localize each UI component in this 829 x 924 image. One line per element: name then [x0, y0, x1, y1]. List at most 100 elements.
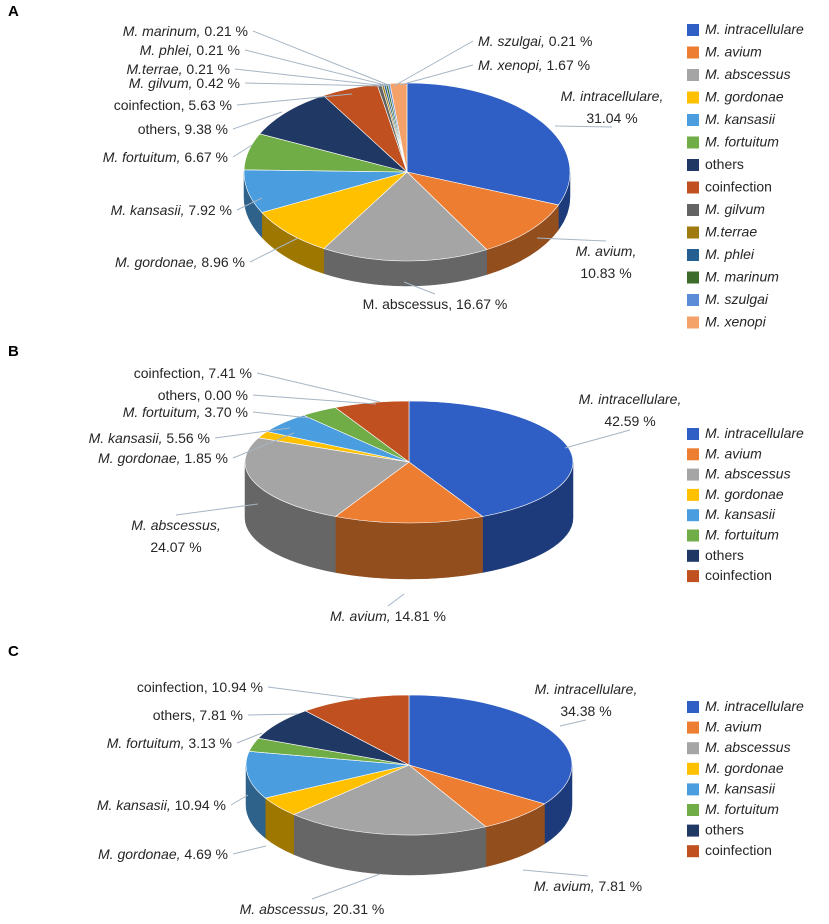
legend-swatch-coinfection [687, 845, 699, 858]
leader-line [236, 732, 263, 744]
data-labels: M. intracellulare, 31.04 % M. avium, 10.83 … [103, 23, 664, 312]
data-label-m-fortuitum: M. fortuitum, 3.13 % [107, 735, 232, 751]
data-label-m-abscessus: M. abscessus, [131, 517, 220, 533]
leader-line [230, 794, 249, 806]
legend-label-m-intracellulare: M. intracellulare [705, 425, 804, 441]
data-label-m-intracellulare: 34.38 % [560, 703, 611, 719]
leader-line [559, 719, 587, 727]
pie-slice-m-intracellulare [408, 400, 574, 517]
data-label-m-phlei: M. phlei, 0.21 % [140, 42, 240, 58]
legend-swatch-m-abscessus [687, 742, 699, 755]
leader-line [247, 713, 299, 716]
leader-line [522, 869, 589, 877]
legend: M. intracellulare M. avium M. abscessus M. … [687, 425, 804, 583]
legend-swatch-m-avium [687, 448, 699, 461]
leader-line [387, 593, 405, 607]
data-label-coinfection: coinfection, 5.63 % [114, 97, 232, 113]
chart-panel-c: C M. intracellulare, 34.38 % M. avium, 7.81… [8, 643, 804, 917]
data-label-m-abscessus: M. abscessus, 16.67 % [363, 296, 508, 312]
data-label-coinfection: coinfection, 7.41 % [134, 365, 252, 381]
leader-line [232, 111, 283, 130]
data-label-m-abscessus: M. abscessus, 20.31 % [240, 901, 385, 917]
data-label-m-intracellulare: 42.59 % [604, 413, 655, 429]
pie-top-group [245, 694, 573, 836]
panel-letter: B [8, 343, 19, 360]
data-label-m-kansasii: M. kansasii, 5.56 % [89, 430, 210, 446]
leader-line [536, 237, 607, 242]
legend-label-m-abscessus: M. abscessus [705, 466, 791, 482]
data-label-m-abscessus: 24.07 % [150, 539, 201, 555]
pie-slice-m-gordonae [261, 171, 408, 249]
legend-label-coinfection: coinfection [705, 567, 772, 583]
chart-panel-a: A M. intracellulare, 31.04 % M. avium, 10.83… [8, 3, 804, 330]
leader-line [311, 873, 381, 900]
legend-label-m-gordonae: M. gordonae [705, 486, 784, 502]
legend-swatch-m-fortuitum [687, 804, 699, 816]
data-label-others: others, 0.00 % [158, 387, 248, 403]
legend: M. intracellulare M. avium M. abscessus M. … [687, 698, 804, 858]
leader-line [232, 144, 253, 158]
leader-line [234, 68, 388, 87]
legend-swatch-m-gordonae [687, 488, 699, 501]
legend-swatch-m-kansasii [687, 509, 699, 522]
leader-line [256, 372, 381, 403]
legend-label-m-avium: M. avium [705, 44, 762, 60]
data-label-m-szulgai: M. szulgai, 0.21 % [478, 33, 592, 49]
data-label-m-intracellulare: M. intracellulare, [535, 681, 638, 697]
leader-line [267, 686, 361, 700]
pie-slice-m-kansasii [245, 751, 410, 799]
legend-swatch-others [687, 159, 699, 171]
pie-slice-m-abscessus [323, 171, 488, 262]
leader-line [236, 197, 263, 211]
data-label-m-kansasii: M. kansasii, 7.92 % [111, 202, 232, 218]
leader-line [244, 49, 390, 87]
data-label-m-avium: 10.83 % [580, 265, 631, 281]
legend-swatch-m-gilvum [687, 204, 699, 216]
legend-swatch-m-phlei [687, 249, 699, 261]
leader-line [232, 432, 295, 459]
pie-slice-m-avium [334, 461, 484, 524]
legend-label-others: others [705, 547, 744, 563]
leader-line [214, 427, 291, 439]
legend-swatch-coinfection [687, 570, 699, 583]
data-label-m-avium: M. avium, [576, 243, 637, 259]
legend: M. intracellulare M. avium M. abscessus M. … [687, 21, 804, 330]
leader-line [554, 125, 613, 128]
legend-swatch-m-xenopi [687, 316, 699, 329]
leader-line [399, 64, 474, 86]
pie-side-group [245, 764, 573, 876]
legend-swatch-coinfection [687, 181, 699, 194]
data-label-m-gordonae: M. gordonae, 1.85 % [98, 450, 228, 466]
legend-label-m-intracellulare: M. intracellulare [705, 698, 804, 714]
legend-swatch-m-kansasii [687, 783, 699, 796]
pie-slice-m-intracellulare [406, 82, 571, 206]
pie-side-group [243, 171, 571, 287]
legend-label-m-gordonae: M. gordonae [705, 89, 784, 105]
data-label-m-kansasii: M. kansasii, 10.94 % [97, 797, 226, 813]
pie-slice-coinfection [304, 694, 410, 766]
legend-label-m-avium: M. avium [705, 445, 762, 461]
legend-label-coinfection: coinfection [705, 179, 772, 195]
legend-label-m-abscessus: M. abscessus [705, 739, 791, 755]
chart-panel-b: B M. intracellulare, 42.59 % M. avium, 14.8… [8, 343, 804, 624]
legend-swatch-m-kansasii [687, 114, 699, 126]
data-label-others: others, 7.81 % [153, 707, 243, 723]
data-label-m-fortuitum: M. fortuitum, 3.70 % [123, 404, 248, 420]
legend-label-m-terrae: M.terrae [705, 224, 757, 240]
legend-label-m-gilvum: M. gilvum [705, 201, 765, 217]
pie-side-group [244, 461, 574, 580]
pie-top-group [244, 400, 574, 524]
legend-label-m-abscessus: M. abscessus [705, 66, 791, 82]
legend-label-m-avium: M. avium [705, 719, 762, 735]
data-label-m-gordonae: M. gordonae, 8.96 % [115, 254, 245, 270]
leader-line [252, 411, 311, 419]
legend-label-m-fortuitum: M. fortuitum [705, 801, 779, 817]
data-label-others: others, 9.38 % [138, 121, 228, 137]
legend-swatch-m-gordonae [687, 762, 699, 775]
leader-line [252, 30, 392, 87]
leader-line [403, 281, 436, 295]
legend-label-others: others [705, 156, 744, 172]
legend-label-m-intracellulare: M. intracellulare [705, 21, 804, 37]
legend-label-m-kansasii: M. kansasii [705, 111, 776, 127]
